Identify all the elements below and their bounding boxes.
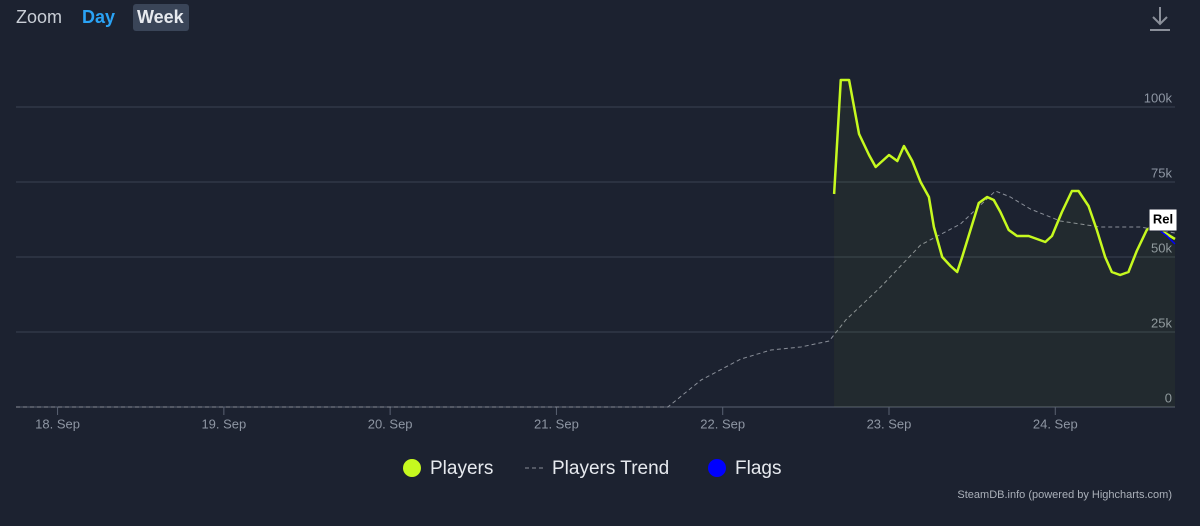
y-tick-label: 100k <box>1144 90 1173 105</box>
legend-label: Players Trend <box>552 458 669 479</box>
series-line <box>16 190 1176 408</box>
download-icon[interactable] <box>1150 7 1170 31</box>
zoom-label: Zoom <box>16 7 62 27</box>
x-tick-label: 22. Sep <box>700 416 745 431</box>
y-tick-label: 25k <box>1151 315 1172 330</box>
legend-symbol <box>403 459 421 477</box>
x-tick-label: 20. Sep <box>368 416 413 431</box>
flag-connector <box>1158 229 1176 245</box>
x-tick-label: 21. Sep <box>534 416 579 431</box>
legend-label: Players <box>430 458 493 479</box>
x-tick-label: 18. Sep <box>35 416 80 431</box>
zoom-button[interactable]: Day <box>82 7 115 27</box>
series-line <box>832 78 1176 277</box>
x-tick-label: 24. Sep <box>1033 416 1078 431</box>
zoom-button-bg[interactable] <box>133 4 189 31</box>
y-tick-label: 75k <box>1151 165 1172 180</box>
flag-label: Rel <box>1153 211 1173 226</box>
legend-label: Flags <box>735 458 781 479</box>
legend-symbol <box>708 459 726 477</box>
players-area <box>834 80 1175 407</box>
x-tick-label: 23. Sep <box>867 416 912 431</box>
credits: SteamDB.info (powered by Highcharts.com) <box>957 489 1172 501</box>
y-tick-label: 0 <box>1165 390 1172 405</box>
x-tick-label: 19. Sep <box>201 416 246 431</box>
flag-box <box>1148 208 1178 232</box>
y-tick-label: 50k <box>1151 240 1172 255</box>
zoom-button[interactable]: Week <box>137 7 185 27</box>
